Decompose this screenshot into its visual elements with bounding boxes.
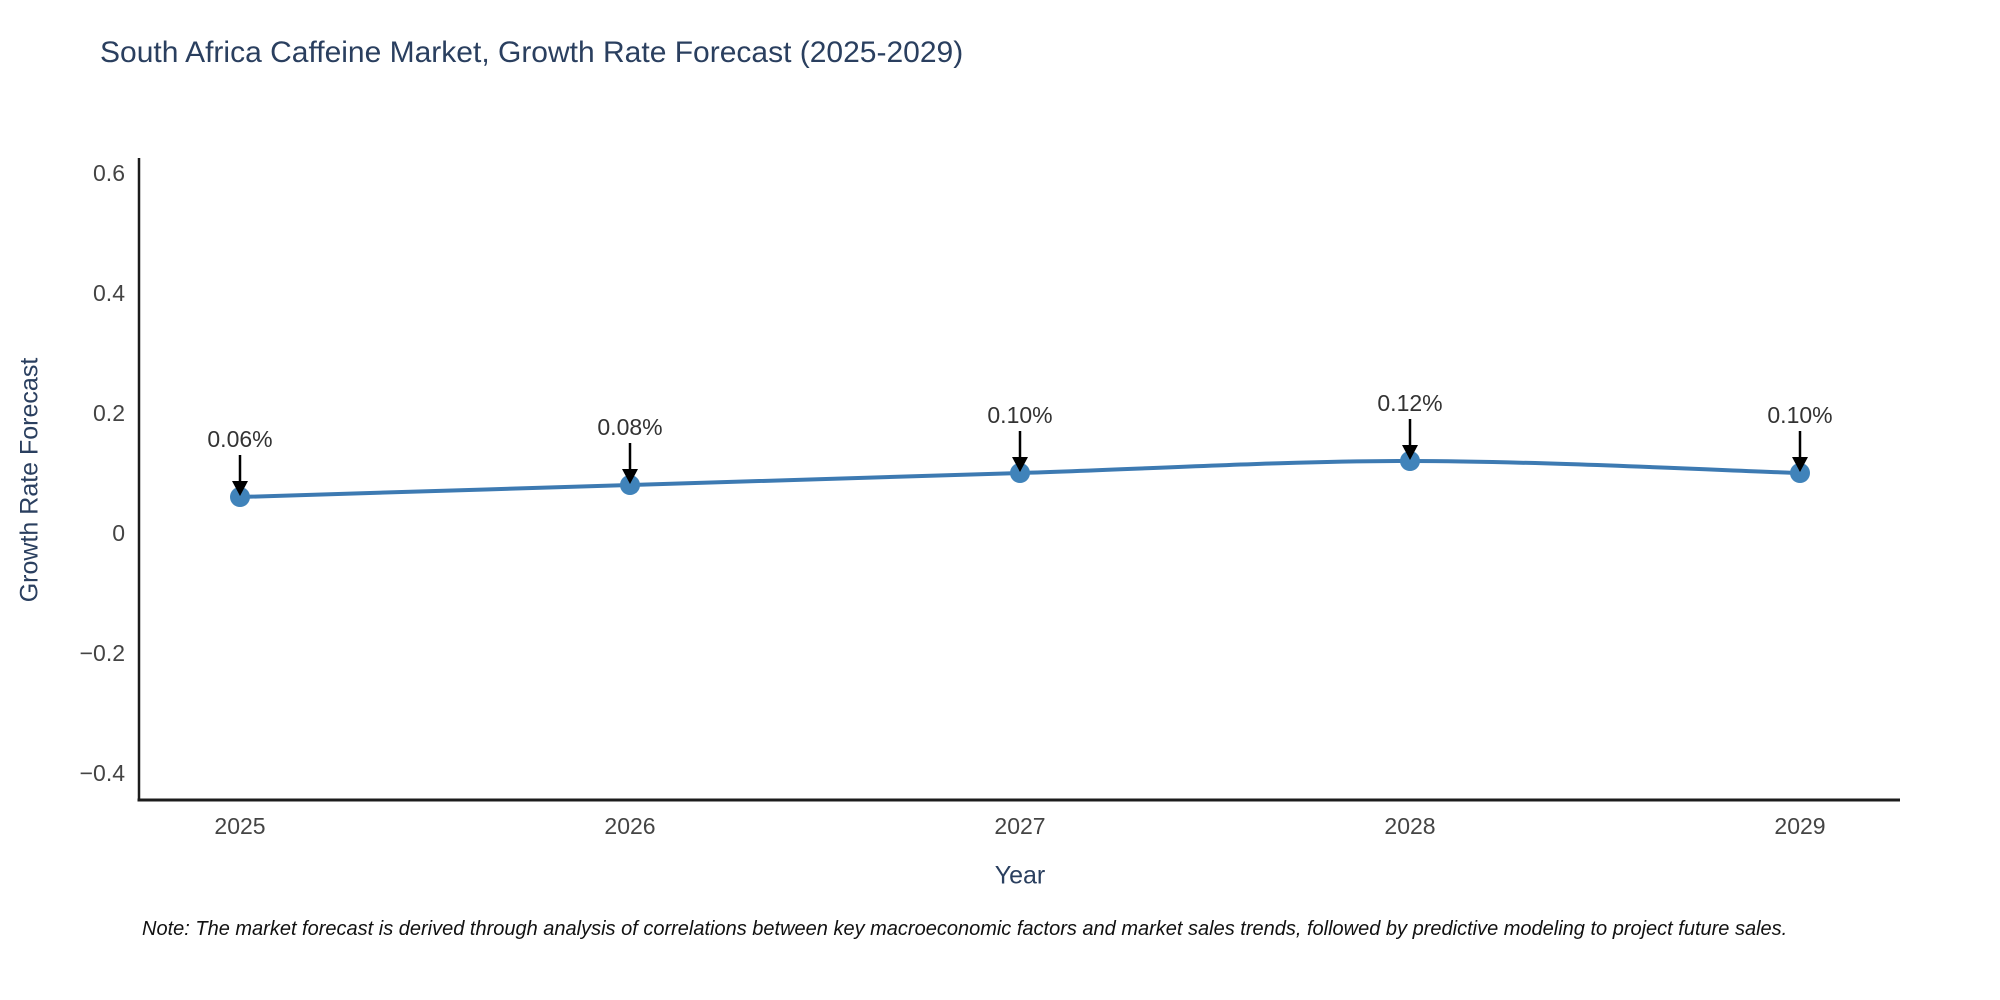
point-label: 0.06%: [207, 426, 272, 452]
y-tick-label: 0.2: [93, 400, 125, 426]
x-tick-label: 2025: [214, 813, 265, 839]
y-tick-label: 0: [112, 520, 125, 546]
x-tick-label: 2029: [1774, 813, 1825, 839]
data-point: [1790, 463, 1810, 483]
x-axis-title: Year: [994, 861, 1046, 890]
x-tick-label: 2028: [1384, 813, 1435, 839]
annotation-arrow-head: [232, 481, 248, 496]
y-tick-label: −0.4: [80, 760, 126, 786]
data-point: [1010, 463, 1030, 483]
x-tick-label: 2026: [604, 813, 655, 839]
chart-title: South Africa Caffeine Market, Growth Rat…: [100, 36, 964, 69]
x-tick-label: 2027: [994, 813, 1045, 839]
annotation-arrow-head: [1402, 445, 1418, 460]
y-tick-label: 0.6: [93, 160, 125, 186]
point-label: 0.10%: [1767, 402, 1832, 428]
y-tick-label: −0.2: [80, 640, 125, 666]
annotation-arrow-head: [1012, 457, 1028, 472]
point-label: 0.12%: [1377, 390, 1442, 416]
footnote: Note: The market forecast is derived thr…: [142, 918, 1788, 940]
annotation-arrow-head: [1792, 457, 1808, 472]
data-point: [620, 475, 640, 495]
point-label: 0.08%: [597, 414, 662, 440]
point-label: 0.10%: [987, 402, 1052, 428]
data-point: [230, 487, 250, 507]
annotation-arrow-head: [622, 469, 638, 484]
data-point: [1400, 451, 1420, 471]
y-tick-label: 0.4: [93, 280, 125, 306]
